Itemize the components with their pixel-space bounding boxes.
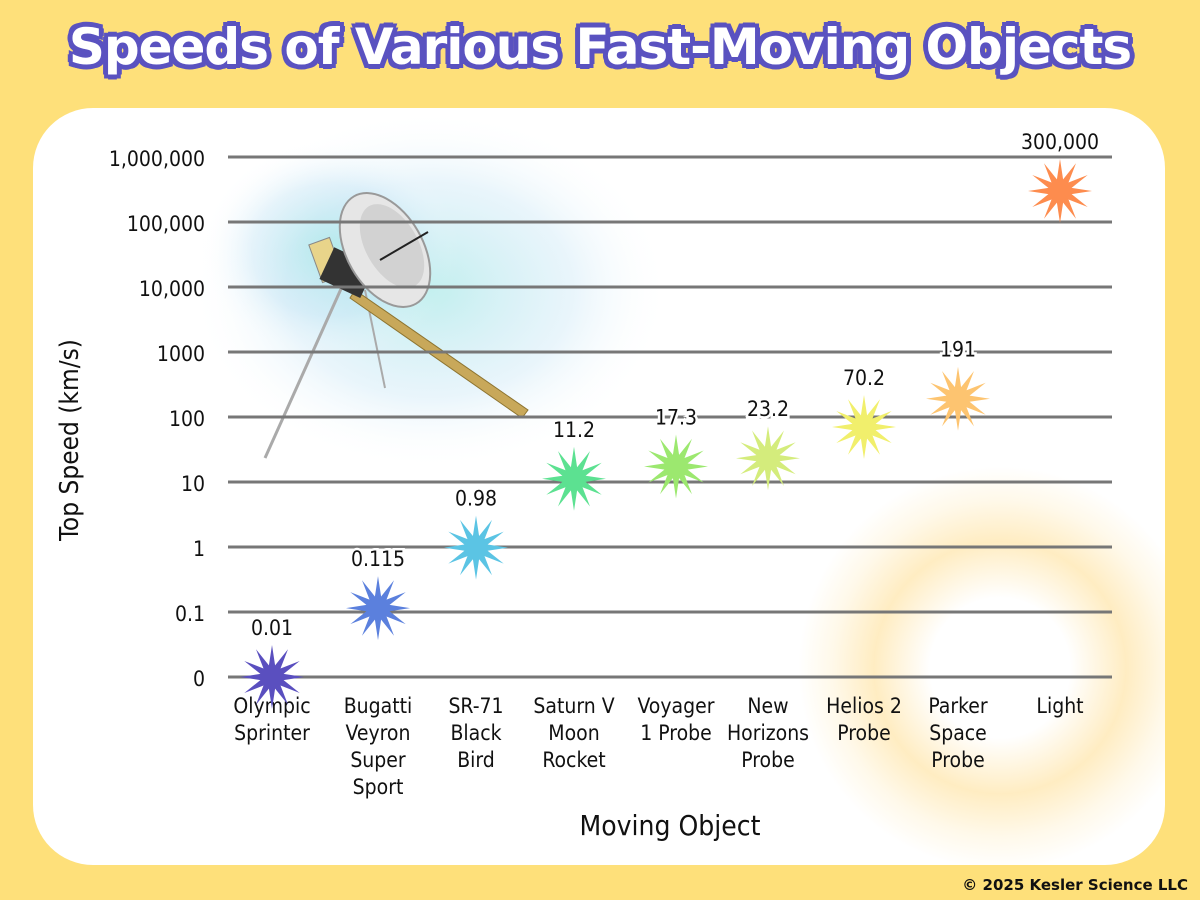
x-tick-label: 1 Probe bbox=[640, 721, 712, 745]
star-marker bbox=[644, 434, 708, 499]
data-markers: 0.01 0.115 0.98 11.2 17.3 23.2 70.2 191 300,000 bbox=[240, 127, 1102, 709]
chart-title: Speeds of Various Fast-Moving Objects bbox=[68, 18, 1132, 76]
data-label: 0.98 bbox=[455, 487, 497, 511]
x-tick-label: Probe bbox=[931, 748, 985, 772]
x-tick-label: Probe bbox=[837, 721, 891, 745]
y-tick-label: 1 bbox=[193, 537, 205, 561]
data-label: 11.2 bbox=[553, 418, 595, 442]
x-tick-label: Black bbox=[450, 721, 501, 745]
star-marker bbox=[240, 645, 304, 709]
x-tick-label: Helios 2 bbox=[826, 694, 902, 718]
y-tick-label: 100,000 bbox=[127, 212, 205, 236]
y-tick-label: 10,000 bbox=[139, 277, 205, 301]
x-tick-label: Parker bbox=[928, 694, 988, 718]
star-marker bbox=[542, 446, 606, 511]
y-tick-label: 100 bbox=[169, 407, 205, 431]
x-tick-label: Sprinter bbox=[234, 721, 310, 745]
x-tick-label: Saturn V bbox=[533, 694, 614, 718]
star-marker bbox=[444, 515, 508, 580]
data-label: 0.01 bbox=[251, 616, 293, 640]
data-label: 191 bbox=[940, 338, 976, 362]
data-label: 17.3 bbox=[655, 406, 697, 430]
x-tick-label: Horizons bbox=[727, 721, 809, 745]
x-tick-label: New bbox=[747, 694, 788, 718]
y-tick-label: 10 bbox=[181, 472, 205, 496]
y-axis-label: Top Speed (km/s) bbox=[55, 339, 85, 542]
x-tick-label: Space bbox=[929, 721, 987, 745]
y-tick-label: 1,000,000 bbox=[109, 147, 205, 171]
star-marker bbox=[346, 576, 410, 641]
x-tick-label: Bugatti bbox=[344, 694, 413, 718]
x-axis-label: Moving Object bbox=[579, 809, 760, 842]
gridlines bbox=[228, 155, 1112, 679]
star-marker bbox=[832, 395, 896, 459]
x-tick-label: Voyager bbox=[638, 694, 715, 718]
x-tick-label: Moon bbox=[548, 721, 599, 745]
x-tick-label: Sport bbox=[353, 775, 404, 799]
data-label: 300,000 bbox=[1021, 130, 1099, 154]
y-axis-ticks: 0 0.1 1 10 100 1000 10,000 100,000 1,000,000 bbox=[109, 147, 205, 691]
star-marker bbox=[736, 426, 800, 491]
x-tick-label: Light bbox=[1036, 694, 1083, 718]
x-tick-label: SR-71 bbox=[448, 694, 503, 718]
copyright-notice: © 2025 Kesler Science LLC bbox=[962, 876, 1188, 894]
y-tick-label: 0.1 bbox=[175, 602, 205, 626]
star-marker bbox=[926, 366, 990, 431]
data-label: 23.2 bbox=[747, 397, 789, 421]
y-tick-label: 0 bbox=[193, 667, 205, 691]
x-tick-label: Bird bbox=[457, 748, 495, 772]
x-tick-label: Probe bbox=[741, 748, 795, 772]
data-label: 70.2 bbox=[843, 366, 885, 390]
x-axis-ticks: OlympicSprinterBugattiVeyronSuperSportSR… bbox=[233, 694, 1083, 799]
data-label: 0.115 bbox=[351, 547, 405, 571]
star-marker bbox=[1028, 159, 1092, 223]
x-tick-label: Super bbox=[350, 748, 406, 772]
x-tick-label: Rocket bbox=[542, 748, 605, 772]
x-tick-label: Veyron bbox=[346, 721, 411, 745]
y-tick-label: 1000 bbox=[157, 342, 205, 366]
